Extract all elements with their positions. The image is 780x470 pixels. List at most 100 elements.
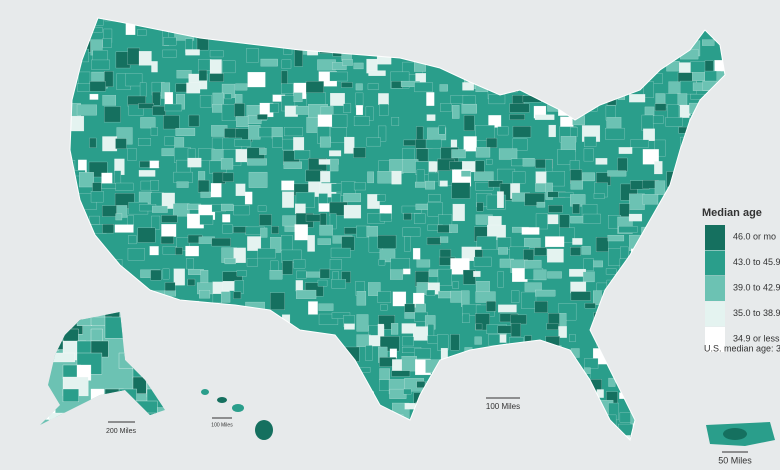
county [89,81,106,92]
county [582,271,595,283]
county [269,270,283,280]
county [439,180,448,187]
county [391,323,399,335]
legend-label: 34.9 or less [733,333,780,343]
county [329,158,339,172]
county [317,238,331,245]
county [569,334,576,342]
county [283,161,302,169]
county [234,103,245,117]
county [259,148,267,155]
county [329,71,348,82]
county [391,170,402,185]
county [330,127,347,143]
county [643,128,655,142]
county [212,293,222,303]
county [224,258,236,265]
county [412,326,430,341]
county [498,148,518,160]
county [584,302,596,309]
county [89,137,97,148]
county [704,60,714,72]
scale-label: 50 Miles [718,455,752,465]
county [271,226,279,234]
county [368,282,381,296]
county [175,128,196,136]
county [353,62,364,70]
county [476,236,497,250]
borough [62,388,79,403]
county [353,147,366,158]
county [391,117,400,126]
county [535,213,548,230]
county [570,291,591,301]
county [416,381,426,388]
county [330,247,351,258]
county [151,61,158,73]
county [497,325,513,334]
county [439,236,449,243]
county [461,170,471,177]
county [546,248,564,263]
county [570,180,584,190]
county [629,193,645,210]
county [244,191,253,205]
county [186,258,194,270]
county [296,270,307,279]
county [545,236,565,248]
county [161,215,178,223]
county [318,159,339,165]
county [510,322,521,337]
county [102,224,114,234]
legend-note: U.S. median age: 3 [704,343,780,353]
county [102,38,112,48]
legend-swatch [705,276,725,301]
county [247,71,266,88]
county [378,125,387,142]
county [379,103,389,116]
county [401,356,417,372]
county [293,259,306,269]
county [451,182,471,199]
county [164,136,175,146]
county [533,269,547,281]
county [497,271,504,288]
county [498,247,508,255]
county [76,104,97,116]
county [187,157,202,168]
county [377,235,397,249]
county [486,301,497,312]
county [150,269,162,281]
county [282,260,293,275]
county [356,334,371,347]
county [723,428,747,440]
county [198,59,212,71]
county [426,114,436,121]
county [281,180,295,191]
county [246,48,259,63]
county [89,93,99,100]
county [319,224,333,236]
county [200,191,211,198]
county [102,95,117,106]
county [233,226,248,234]
county [199,290,211,299]
county [341,82,353,88]
county [438,125,446,135]
county [125,73,143,87]
county [474,171,494,181]
legend-label: 46.0 or mo [733,231,776,241]
county [628,213,643,222]
county [524,237,541,248]
county [641,114,654,131]
county [284,127,303,137]
county [149,160,159,169]
county [473,271,481,277]
county [331,279,347,289]
county [187,278,196,286]
county [581,246,591,255]
county [330,92,345,106]
county [149,246,159,256]
county [172,203,190,217]
county [221,104,236,122]
